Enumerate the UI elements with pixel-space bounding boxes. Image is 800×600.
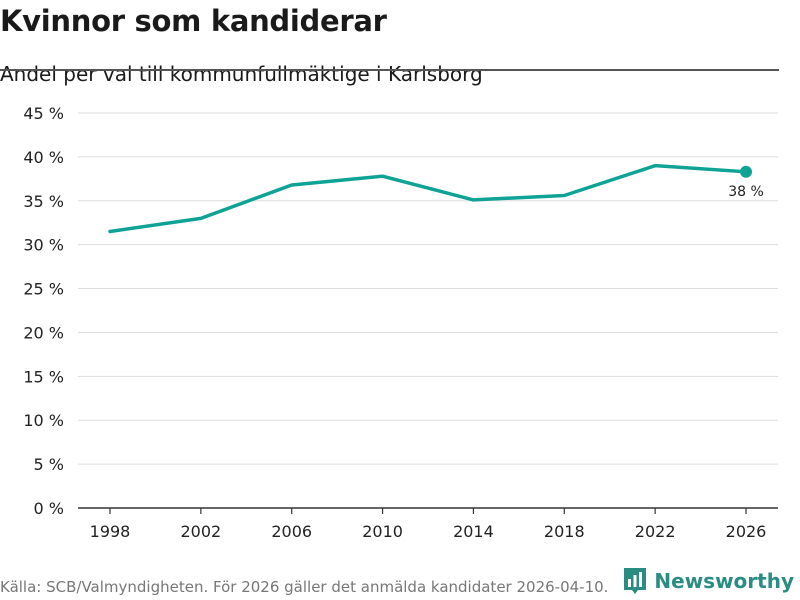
y-tick-label: 20 % — [23, 323, 64, 342]
series-line — [108, 163, 748, 234]
x-tick-label: 2010 — [362, 522, 403, 541]
y-tick-label: 30 % — [23, 236, 64, 255]
x-tick-label: 1998 — [90, 522, 131, 541]
brand-logo: Newsworthy — [622, 566, 794, 596]
x-tick-label: 2002 — [180, 522, 221, 541]
y-tick-label: 40 % — [23, 148, 64, 167]
bar-chart-logo-icon — [624, 568, 647, 594]
chart-subtitle: Andel per val till kommunfullmäktige i K… — [0, 62, 483, 86]
data-label: 38 % — [728, 184, 764, 200]
x-tick-label: 2006 — [271, 522, 312, 541]
y-axis-ticks: 0 % 5 % 10 % 15 % 20 % 25 % 30 % 35 % 40 % 45 % — [23, 104, 64, 518]
y-tick-label: 35 % — [23, 192, 64, 211]
brand-name: Newsworthy — [654, 569, 794, 593]
y-tick-label: 15 % — [23, 367, 64, 386]
x-tick-label: 2022 — [635, 522, 676, 541]
gridlines — [78, 112, 778, 465]
y-tick-label: 25 % — [23, 280, 64, 299]
y-tick-label: 10 % — [23, 411, 64, 430]
end-point-marker — [740, 165, 752, 178]
y-tick-label: 5 % — [34, 455, 64, 474]
x-tick-label: 2014 — [453, 522, 494, 541]
source-note: Källa: SCB/Valmyndigheten. För 2026 gäll… — [0, 578, 609, 596]
y-tick-label: 0 % — [34, 499, 64, 518]
header-divider — [0, 69, 779, 71]
x-axis-ticks: 1998 2002 2006 2010 2014 2018 2022 2026 — [90, 508, 767, 541]
series-group: 38 % — [108, 163, 764, 234]
x-tick-label: 2026 — [726, 522, 767, 541]
y-tick-label: 45 % — [23, 104, 64, 123]
chart-title: Kvinnor som kandiderar — [0, 4, 387, 38]
x-tick-label: 2018 — [544, 522, 585, 541]
